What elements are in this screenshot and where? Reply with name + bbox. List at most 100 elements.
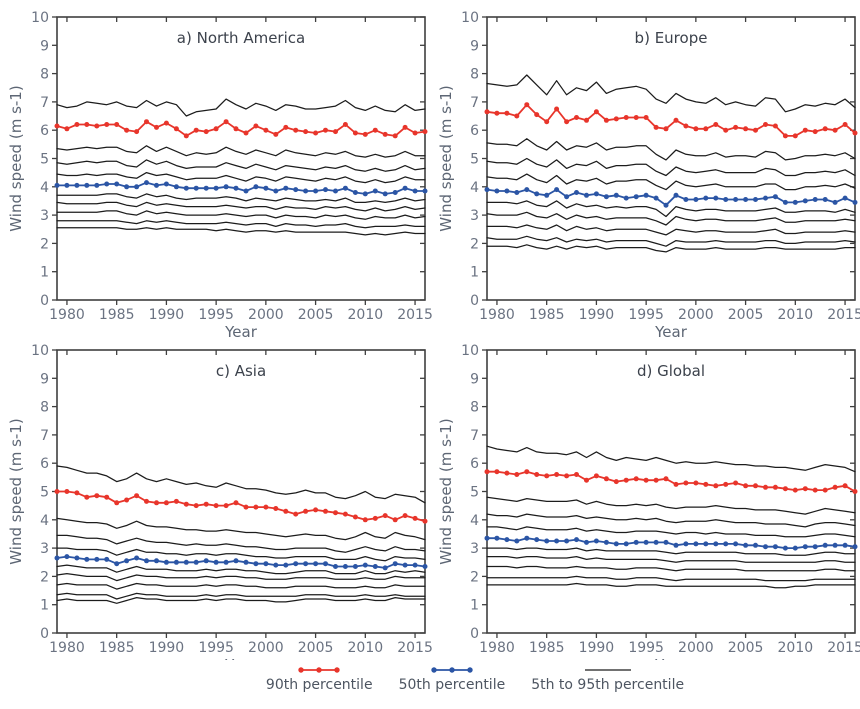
panel-a-xlabel: Year xyxy=(224,323,258,341)
panel-c-xtick-1990: 1990 xyxy=(149,640,185,656)
panel-d-xlabel: Year xyxy=(654,656,688,660)
panel-a-series-5th-percentile xyxy=(56,227,426,236)
panel-b-ytick-9: 9 xyxy=(470,38,479,54)
panel-a-markers-50th-percentile xyxy=(54,180,428,197)
panel-a-ytick-6: 6 xyxy=(40,123,49,139)
panel-c-series-30th-percentile xyxy=(56,572,426,582)
panel-b-xtick-2000: 2000 xyxy=(678,307,714,323)
panel-b-series-10th-percentile xyxy=(486,235,856,247)
panel-a-box xyxy=(56,16,426,301)
panel-a-ytick-10: 10 xyxy=(31,10,49,26)
panel-d-series-10th-percentile xyxy=(486,575,856,582)
legend-item-90th: 90th percentile xyxy=(266,664,373,693)
panel-d-ytick-10: 10 xyxy=(461,343,479,359)
panel-c-ytick-2: 2 xyxy=(40,569,49,585)
panel-a-ytick-0: 0 xyxy=(40,293,49,309)
panel-c-ytick-5: 5 xyxy=(40,485,49,501)
panel-d-xtick-1985: 1985 xyxy=(529,640,565,656)
panel-d-series-50th-percentile xyxy=(486,537,856,549)
panel-b-ytick-5: 5 xyxy=(470,152,479,168)
panel-a-series-20th-percentile xyxy=(56,210,426,220)
panel-d-ytick-0: 0 xyxy=(470,626,479,642)
legend-50th-label: 50th percentile xyxy=(398,677,506,693)
panel-b-ylabel: Wind speed (m s-1) xyxy=(437,85,455,231)
panel-a-ytick-1: 1 xyxy=(40,265,49,281)
panel-c-xlabel: Year xyxy=(224,656,258,660)
panel-b-ticks xyxy=(482,16,855,305)
panel-c-ytick-6: 6 xyxy=(40,456,49,472)
panel-c-series-70th-percentile xyxy=(56,534,426,553)
panel-d-xtick-1995: 1995 xyxy=(628,640,664,656)
panel-c-ytick-0: 0 xyxy=(40,626,49,642)
panel-b-series-80th-percentile xyxy=(486,138,856,161)
panel-d-ytick-2: 2 xyxy=(470,569,479,585)
panel-b-series-60th-percentile xyxy=(486,173,856,191)
panel-a-ytick-7: 7 xyxy=(40,95,49,111)
panel-a-series-30th-percentile xyxy=(56,201,426,212)
panel-d-ytick-7: 7 xyxy=(470,428,479,444)
panel-a-ytick-8: 8 xyxy=(40,67,49,83)
panel-b-series-40th-percentile xyxy=(486,200,856,218)
panel-c-series-10th-percentile xyxy=(56,592,426,600)
panel-b-ytick-1: 1 xyxy=(470,265,479,281)
panel-c-ytick-8: 8 xyxy=(40,400,49,416)
panel-d-ticks xyxy=(482,349,855,638)
panel-c-xtick-1995: 1995 xyxy=(198,640,234,656)
legend-50th-marker xyxy=(467,667,473,673)
panel-a-xtick-2015: 2015 xyxy=(397,307,433,323)
panel-b-markers-90th-percentile xyxy=(484,102,858,139)
panel-a-series-70th-percentile xyxy=(56,159,426,172)
panel-c-ytick-1: 1 xyxy=(40,598,49,614)
panel-a-xtick-2000: 2000 xyxy=(248,307,284,323)
legend-90th-marker xyxy=(316,667,322,673)
panel-b-ytick-6: 6 xyxy=(470,123,479,139)
panel-a-title: a) North America xyxy=(177,29,305,47)
panel-d-series-30th-percentile xyxy=(486,555,856,563)
panel-c-ytick-4: 4 xyxy=(40,513,49,529)
panel-d-series-5th-percentile xyxy=(486,582,856,589)
panel-b-xtick-1985: 1985 xyxy=(529,307,565,323)
legend-item-5th-95th: 5th to 95th percentile xyxy=(531,664,684,693)
panel-a-series-60th-percentile xyxy=(56,171,426,184)
panel-c-series-80th-percentile xyxy=(56,517,426,541)
panel-b-xtick-1990: 1990 xyxy=(579,307,615,323)
panel-d-ylabel: Wind speed (m s-1) xyxy=(437,418,455,564)
panel-c-xtick-1985: 1985 xyxy=(99,640,135,656)
legend-90th-marker xyxy=(298,667,304,673)
legend-item-50th: 50th percentile xyxy=(398,664,506,693)
panel-b-ytick-10: 10 xyxy=(461,10,479,26)
panel-b-series-5th-percentile xyxy=(486,244,856,253)
legend-5th-95th-label: 5th to 95th percentile xyxy=(531,677,685,693)
panel-a-xtick-1980: 1980 xyxy=(49,307,85,323)
panel-b-ytick-4: 4 xyxy=(470,180,479,196)
panel-d-markers-90th-percentile xyxy=(484,469,858,494)
panel-d-ytick-6: 6 xyxy=(470,456,479,472)
panel-d-ytick-1: 1 xyxy=(470,598,479,614)
panel-a-xtick-2005: 2005 xyxy=(298,307,334,323)
panel-d-xtick-2010: 2010 xyxy=(778,640,814,656)
panel-a-xtick-1990: 1990 xyxy=(149,307,185,323)
panel-d-ytick-3: 3 xyxy=(470,541,479,557)
legend-50th-marker xyxy=(431,667,437,673)
panel-c-xtick-2000: 2000 xyxy=(248,640,284,656)
panel-d-markers-50th-percentile xyxy=(484,535,858,551)
panel-a-series-50th-percentile xyxy=(56,181,426,195)
panel-c-ytick-7: 7 xyxy=(40,428,49,444)
panel-b-xtick-1980: 1980 xyxy=(479,307,515,323)
panel-c-box xyxy=(56,349,426,634)
panel-d-xtick-1980: 1980 xyxy=(479,640,515,656)
panel-b-ytick-2: 2 xyxy=(470,236,479,252)
panel-c-series-5th-percentile xyxy=(56,596,426,604)
panel-a-xtick-1985: 1985 xyxy=(99,307,135,323)
panel-c-series-40th-percentile xyxy=(56,564,426,575)
panel-c-ytick-9: 9 xyxy=(40,371,49,387)
panel-a-series-40th-percentile xyxy=(56,193,426,204)
panel-c-markers-90th-percentile xyxy=(54,489,428,524)
panel-b-series-95th-percentile xyxy=(486,74,856,113)
panel-b-ytick-8: 8 xyxy=(470,67,479,83)
panel-c-ylabel: Wind speed (m s-1) xyxy=(7,418,25,564)
legend-90th-label: 90th percentile xyxy=(265,677,373,693)
panel-c-series-20th-percentile xyxy=(56,582,426,590)
four-panel-wind-speed-chart: 1980 1985 1990 1995 2000 2005 2010 201501234567… xyxy=(7,10,860,674)
